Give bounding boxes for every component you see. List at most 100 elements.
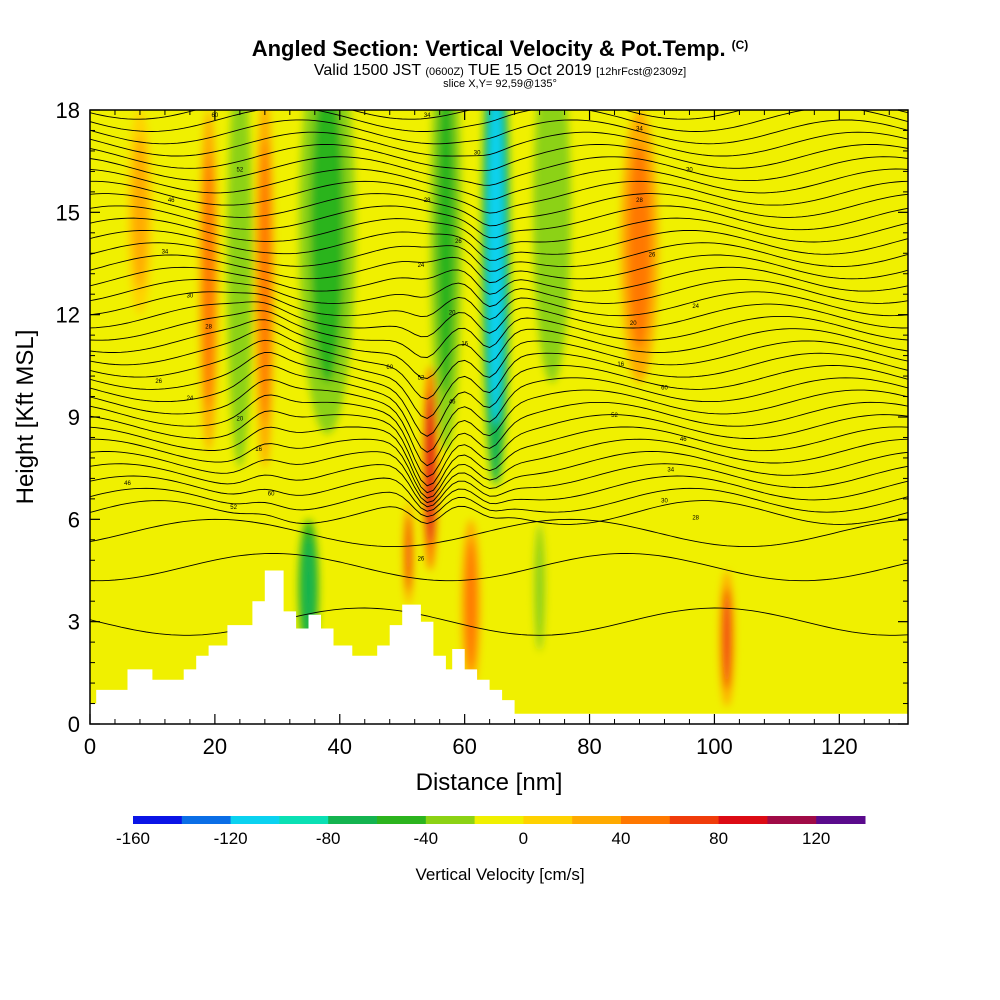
contour-label: 34	[424, 113, 431, 119]
plot-area: 60 52 46 34 30 28 26 24 20 16 60 52 46 34 30 28 26 24 20 16…	[90, 110, 908, 724]
contour-label: 52	[237, 167, 244, 173]
contour-label: 28	[424, 198, 431, 204]
colorbar-swatch	[425, 816, 476, 824]
y-tick-label: 0	[68, 712, 80, 737]
contour-label: 52	[230, 505, 237, 511]
theta-contour-line	[90, 500, 908, 525]
slice-info: slice X,Y= 92,59@135°	[443, 78, 557, 90]
velocity-feature-core	[310, 110, 345, 383]
velocity-feature-core	[436, 110, 456, 396]
theta-contour-line	[90, 156, 908, 186]
colorbar-swatch	[523, 816, 573, 824]
chart-title: Angled Section: Vertical Velocity & Pot.…	[0, 36, 1000, 62]
theta-contour-line	[90, 426, 908, 494]
contour-label: 20	[630, 321, 637, 327]
valid-date: TUE 15 Oct 2019	[468, 62, 592, 79]
contour-label: 28	[692, 515, 699, 521]
theta-contour-line	[90, 365, 908, 453]
colorbar-swatch	[279, 816, 329, 824]
colorbar-swatch	[328, 816, 378, 824]
y-axis-label: Height [Kft MSL]	[12, 330, 39, 505]
colorbar-tick-label: -120	[214, 829, 248, 848]
colorbar-swatch	[718, 816, 768, 824]
contour-label: 52	[611, 413, 618, 419]
colorbar-tick-label: -80	[316, 829, 341, 848]
velocity-feature-core	[487, 110, 505, 426]
colorbar-swatch	[474, 816, 524, 824]
theta-contour-line	[90, 180, 908, 214]
theta-contour-line	[90, 131, 908, 157]
x-tick-label: 40	[328, 734, 352, 759]
contour-label: 30	[661, 498, 668, 504]
theta-contour-line	[90, 379, 908, 467]
contour-label: 24	[692, 304, 699, 310]
contour-label: 34	[667, 468, 674, 474]
theta-contour-line	[90, 229, 908, 261]
velocity-feature-core	[628, 144, 651, 349]
x-tick-label: 100	[696, 734, 733, 759]
y-tick-label: 3	[68, 610, 80, 635]
theta-contour-line	[90, 410, 908, 487]
colorbar-swatch	[133, 816, 183, 824]
x-tick-label: 80	[577, 734, 601, 759]
theta-contour-line	[90, 217, 908, 250]
theta-contour-line	[90, 319, 908, 379]
velocity-feature-core	[259, 139, 271, 422]
contour-labels: 60 52 46 34 30 28 26 24 20 16 60 52 46 34 30 28 26 24 20 16…	[124, 113, 700, 562]
x-axis-label: Distance [nm]	[416, 769, 563, 796]
theta-contour-line	[90, 328, 908, 400]
y-tick-label: 9	[68, 405, 80, 430]
y-tick-label: 6	[68, 507, 80, 532]
colorbar-swatch	[377, 816, 427, 824]
theta-contour-line	[90, 394, 908, 478]
x-tick-label: 60	[452, 734, 476, 759]
contour-label: 30	[187, 294, 194, 300]
contour-label: 24	[187, 396, 194, 402]
colorbar-swatch	[669, 816, 720, 824]
theta-contour-line	[90, 310, 908, 358]
theta-contour-line	[90, 193, 908, 227]
velocity-feature-core	[203, 152, 215, 409]
velocity-feature-core	[722, 587, 732, 690]
theta-contour-line	[90, 475, 908, 512]
chart-title-text: Angled Section: Vertical Velocity & Pot.…	[251, 36, 726, 61]
y-tick-label: 12	[56, 303, 80, 328]
chart-title-tag: (C)	[731, 38, 749, 52]
colorbar-swatch	[181, 816, 232, 824]
contour-label: 30	[686, 167, 693, 173]
contour-label: 16	[255, 447, 262, 453]
contour-label: 28	[205, 324, 212, 330]
colorbar-tick-label: -40	[414, 829, 439, 848]
theta-contour-line	[90, 487, 908, 518]
theta-contour-line	[90, 119, 908, 145]
colorbar-label: Vertical Velocity [cm/s]	[415, 865, 584, 884]
theta-contour-line	[90, 254, 908, 284]
theta-contour-line	[90, 451, 908, 504]
chart-valid-time: Valid 1500 JST (0600Z) TUE 15 Oct 2019 […	[0, 62, 1000, 80]
colorbar-swatch	[816, 816, 866, 824]
y-tick-label: 15	[56, 200, 80, 225]
colorbar-tick-label: 120	[802, 829, 830, 848]
theta-contour-line	[90, 242, 908, 272]
valid-utc: (0600Z)	[425, 66, 464, 78]
colorbar-swatch	[230, 816, 280, 824]
contour-label: 52	[418, 375, 425, 381]
contour-label: 60	[268, 491, 275, 497]
velocity-feature-core	[232, 110, 248, 417]
theta-contour-line	[90, 607, 908, 636]
terrain	[90, 570, 908, 724]
theta-contour-line	[90, 339, 908, 420]
theta-contours	[90, 110, 908, 636]
velocity-feature-core	[132, 135, 148, 290]
theta-contour-line	[90, 351, 908, 437]
colorbar-swatch	[621, 816, 671, 824]
contour-label: 16	[461, 341, 468, 347]
theta-contour-line	[90, 110, 908, 132]
colorbar-tick-label: 40	[612, 829, 631, 848]
contour-label: 30	[474, 150, 481, 156]
theta-contour-line	[90, 168, 908, 201]
x-tick-label: 120	[821, 734, 858, 759]
contour-label: 46	[168, 198, 175, 204]
contour-label: 24	[418, 263, 425, 269]
